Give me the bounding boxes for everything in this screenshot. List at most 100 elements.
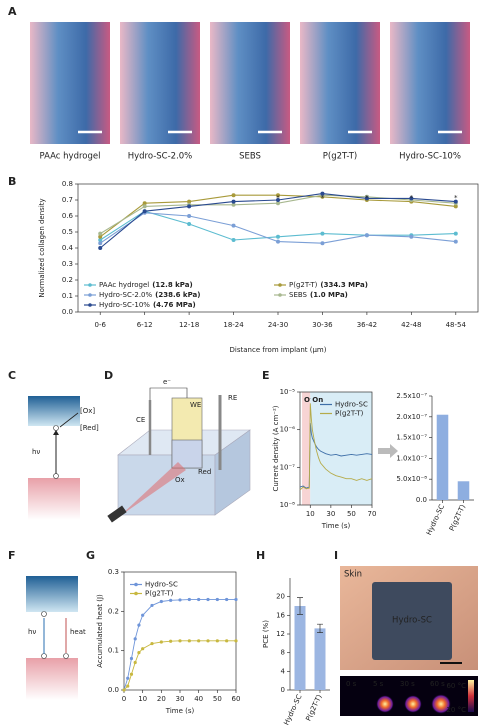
- hole: [41, 653, 47, 659]
- caption: P(g2T-T): [323, 152, 357, 162]
- point: [364, 196, 369, 201]
- y-tick-label: 0: [281, 686, 285, 694]
- point: [178, 598, 182, 602]
- y-axis-label: Current density (A cm⁻²): [272, 405, 280, 491]
- point: [141, 613, 145, 617]
- y-tick-label: 0.3: [62, 260, 73, 268]
- wire: [149, 387, 188, 400]
- y-tick-label: 1.0x10⁻⁷: [396, 454, 427, 462]
- phase-label: On: [312, 396, 323, 404]
- cell-diagram: e⁻ WE RE CE Ox Red: [107, 378, 251, 523]
- legend-modulus: (238.6 kPa): [155, 291, 200, 299]
- light-source: [107, 505, 127, 523]
- label: Skin: [344, 570, 362, 580]
- legend-marker: [134, 582, 138, 587]
- legend-label: PAAc hydrogel (12.8 kPa): [99, 281, 193, 289]
- label: RE: [228, 394, 237, 402]
- point: [234, 639, 238, 643]
- x-tick-label: P(g2T-T): [304, 693, 323, 722]
- point: [276, 239, 280, 244]
- point: [141, 647, 145, 651]
- legend-modulus: (334.3 MPa): [320, 281, 368, 289]
- point: [276, 198, 280, 202]
- panel-label: A: [8, 5, 17, 18]
- error-bar: [297, 597, 303, 615]
- y-tick-label: 0.0: [416, 496, 427, 504]
- point: [169, 639, 173, 643]
- y-tick-label: 0.5: [62, 228, 73, 236]
- y-tick-label: 10⁻⁶: [280, 426, 296, 434]
- panel-label: D: [104, 369, 113, 382]
- label: Ox: [175, 476, 185, 484]
- valence-band: [28, 478, 80, 520]
- legend-label: Hydro-SC: [335, 401, 368, 409]
- y-axis-label: Accumulated heat (J): [96, 594, 104, 668]
- panel-label: B: [8, 175, 16, 188]
- caption: SEBS: [239, 152, 261, 162]
- y-tick-label: 10⁻⁸: [280, 501, 296, 509]
- y-axis-label: Normalized collagen density: [38, 198, 46, 297]
- panel-label: E: [262, 369, 270, 382]
- x-tick-label: P(g2T-T): [448, 503, 467, 532]
- legend-label: Hydro-SC-10% (4.76 MPa): [99, 301, 196, 309]
- legend-name: P(g2T-T): [145, 590, 174, 598]
- point: [197, 597, 201, 602]
- point: [137, 651, 141, 655]
- band-diagram: hν heat: [26, 576, 86, 700]
- bar: [314, 628, 326, 690]
- arrow: [59, 412, 79, 428]
- legend-marker: [88, 293, 92, 297]
- point: [231, 193, 236, 198]
- point: [320, 241, 325, 246]
- legend-name: Hydro-SC-2.0%: [99, 291, 153, 299]
- y-tick-label: 12: [276, 630, 285, 638]
- legend-name: Hydro-SC-10%: [99, 301, 150, 309]
- significance: *: [365, 194, 369, 202]
- point: [320, 231, 325, 236]
- x-tick-label: 10: [306, 510, 315, 518]
- time-label: 60 s: [430, 680, 445, 688]
- y-tick-label: 0.2: [108, 607, 119, 615]
- y-tick-label: 0.6: [62, 212, 74, 220]
- label: CE: [136, 416, 145, 424]
- point: [409, 234, 414, 239]
- legend-label: P(g2T-T): [335, 410, 364, 418]
- legend-label: Hydro-SC: [145, 581, 178, 589]
- point: [159, 640, 163, 644]
- point: [187, 199, 192, 204]
- legend-marker: [88, 283, 92, 287]
- legend-name: P(g2T-T): [289, 281, 318, 289]
- legend-label: P(g2T-T) (334.3 MPa): [289, 281, 368, 289]
- point: [276, 201, 280, 206]
- point: [453, 199, 458, 204]
- y-tick-label: 0.1: [62, 292, 73, 300]
- y-tick-label: 10⁻⁷: [280, 463, 296, 471]
- hole: [63, 653, 69, 659]
- y-tick-label: 10⁻⁵: [280, 388, 296, 396]
- bar: [436, 414, 449, 500]
- x-tick-label: 12-18: [179, 321, 199, 329]
- x-tick-label: 40: [194, 695, 203, 703]
- light-beam: [120, 462, 186, 516]
- scale-label: 20 °C: [446, 706, 466, 714]
- y-axis-label: PCE (%): [262, 620, 270, 648]
- point: [234, 597, 238, 602]
- band-diagram: [Ox] [Red] hν: [28, 396, 99, 520]
- y-tick-label: 0.8: [62, 180, 73, 188]
- histology-image: [210, 22, 290, 144]
- significance: *: [454, 194, 458, 202]
- x-axis-label: Time (s): [321, 522, 351, 530]
- panel-label: H: [256, 549, 265, 562]
- series-line: [123, 640, 236, 691]
- x-tick-label: 60: [232, 695, 241, 703]
- point: [320, 191, 325, 196]
- arrow: [378, 444, 398, 458]
- x-tick-label: 0-6: [95, 321, 107, 329]
- point: [187, 214, 192, 218]
- point: [276, 193, 280, 198]
- hot-spot: [376, 695, 394, 713]
- conduction-band: [26, 576, 78, 612]
- point: [122, 688, 126, 692]
- point: [142, 209, 147, 214]
- label: [Ox]: [80, 407, 95, 415]
